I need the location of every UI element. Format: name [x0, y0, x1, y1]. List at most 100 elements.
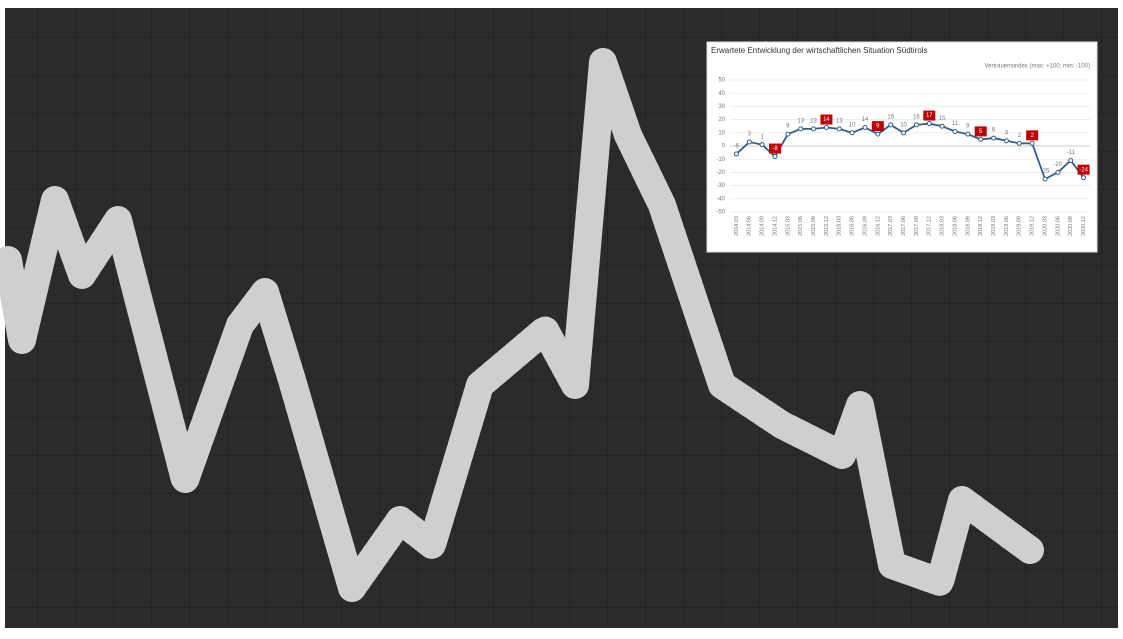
data-point: [991, 135, 997, 141]
x-tick-label: 2018.09: [965, 216, 971, 236]
data-label: 16: [913, 114, 920, 120]
data-label: 16: [887, 114, 894, 120]
x-tick-label: 2017.03: [888, 216, 894, 236]
data-label: -8: [772, 146, 778, 152]
data-label: 11: [952, 121, 959, 127]
data-point: [1042, 176, 1048, 182]
x-tick-label: 2018.12: [978, 216, 984, 236]
data-point: [811, 126, 817, 132]
x-tick-label: 2019.12: [1030, 216, 1036, 236]
data-label: 9: [786, 124, 790, 130]
x-tick-label: 2020.09: [1068, 216, 1074, 236]
highlight-box: [923, 110, 936, 121]
data-label: 15: [939, 116, 946, 122]
y-tick-label: 30: [718, 104, 725, 110]
x-tick-label: 2020.06: [1055, 216, 1061, 236]
highlight-box: [1026, 130, 1039, 141]
x-tick-label: 2019.06: [1004, 216, 1010, 236]
ticker-line: [0, 48, 1044, 602]
data-point: [823, 125, 829, 131]
data-label: 14: [823, 117, 830, 123]
x-tick-label: 2017.06: [901, 216, 907, 236]
data-label: -25: [1041, 169, 1050, 175]
data-label: -6: [734, 143, 740, 149]
data-label: 14: [862, 117, 869, 123]
chart-title: Erwartete Entwicklung der wirtschaftlich…: [711, 46, 928, 55]
data-label: 3: [748, 132, 752, 138]
data-point: [978, 136, 984, 142]
data-point: [1055, 169, 1061, 175]
x-tick-label: 2016.03: [837, 216, 843, 236]
data-label: 13: [836, 118, 843, 124]
x-tick-label: 2019.03: [991, 216, 997, 236]
data-label: 2: [1030, 133, 1034, 139]
y-tick-label: -20: [716, 170, 725, 176]
data-point: [888, 122, 894, 128]
data-point: [1081, 175, 1087, 181]
y-tick-label: 40: [718, 91, 725, 97]
data-label: -11: [1067, 150, 1076, 156]
data-point: [836, 126, 842, 132]
data-point: [939, 123, 945, 129]
data-point: [785, 131, 791, 137]
x-tick-label: 2020.03: [1042, 216, 1048, 236]
data-label: -20: [1054, 162, 1063, 168]
x-tick-label: 2018.03: [940, 216, 946, 236]
data-point: [1003, 138, 1009, 144]
data-label: 13: [797, 118, 804, 124]
data-point: [746, 139, 752, 145]
data-point: [952, 128, 958, 134]
highlight-box: [974, 126, 987, 137]
data-label: 13: [810, 118, 817, 124]
data-point: [733, 151, 739, 157]
data-point: [926, 121, 932, 127]
data-point: [759, 142, 765, 148]
data-line: [735, 122, 1085, 181]
highlight-box: [1077, 164, 1090, 175]
data-point: [862, 125, 868, 131]
data-point: [1068, 158, 1074, 164]
data-label: 4: [1005, 130, 1009, 136]
data-label: 17: [926, 113, 933, 119]
data-point: [913, 122, 919, 128]
y-tick-label: 0: [722, 144, 726, 150]
y-tick-label: 20: [718, 117, 725, 123]
x-tick-label: 2016.09: [862, 216, 868, 236]
data-point: [772, 154, 778, 160]
y-tick-label: -50: [716, 210, 725, 216]
y-tick-label: -30: [716, 183, 725, 189]
x-tick-label: 2020.12: [1081, 216, 1087, 236]
data-label: 9: [876, 124, 880, 130]
y-tick-label: -10: [716, 157, 725, 163]
data-label: 5: [979, 129, 983, 135]
data-point: [875, 131, 881, 137]
x-tick-label: 2019.09: [1017, 216, 1023, 236]
data-label: 10: [849, 122, 856, 128]
data-label: 10: [900, 122, 907, 128]
data-label: -24: [1079, 167, 1088, 173]
y-tick-label: -40: [716, 196, 725, 202]
y-tick-label: 10: [718, 130, 725, 136]
highlight-box: [769, 143, 781, 154]
x-tick-label: 2014.12: [772, 216, 778, 236]
data-label: 9: [966, 124, 970, 130]
x-tick-label: 2014.06: [747, 216, 753, 236]
x-tick-label: 2014.03: [734, 216, 740, 236]
data-label: 2: [1018, 133, 1022, 139]
data-point: [1016, 140, 1022, 146]
highlight-box: [820, 114, 833, 125]
data-label: 6: [992, 128, 996, 134]
data-point: [965, 131, 971, 137]
x-tick-label: 2016.06: [850, 216, 856, 236]
x-tick-label: 2017.09: [914, 216, 920, 236]
y-tick-label: 50: [718, 78, 725, 84]
chart-subtitle: Vertrauensindex (max: +100; min: -100): [984, 64, 1090, 70]
data-point: [1029, 140, 1035, 146]
highlight-box: [871, 121, 884, 132]
x-tick-label: 2015.12: [824, 216, 830, 236]
x-tick-label: 2015.06: [798, 216, 804, 236]
x-tick-label: 2017.12: [927, 216, 933, 236]
data-label: 1: [760, 134, 764, 140]
